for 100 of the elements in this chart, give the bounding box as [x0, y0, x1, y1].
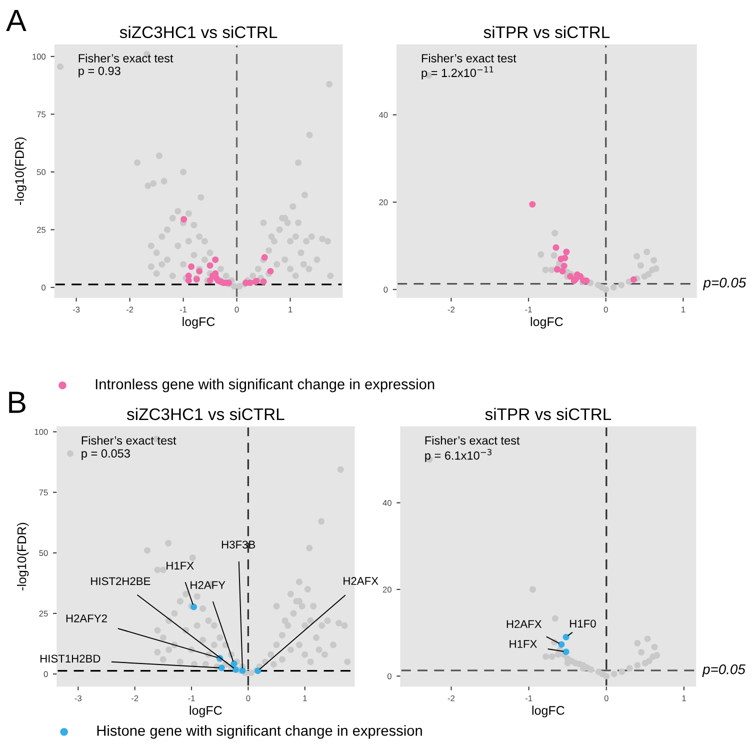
point — [603, 672, 610, 680]
point — [185, 277, 192, 284]
annotation: H1FX — [166, 562, 194, 570]
point — [618, 282, 625, 288]
annotation: H1FX — [510, 640, 537, 648]
y-tick-label: 0 — [42, 284, 46, 291]
point — [630, 276, 637, 283]
point — [645, 270, 652, 278]
x-tick-label: -3 — [72, 306, 80, 312]
point — [558, 641, 565, 648]
annotation: Fisher’s exact test — [82, 436, 176, 445]
point — [563, 248, 570, 256]
legend-label: Intronless gene with significant change in expression — [96, 378, 434, 392]
annotation: H2AFY2 — [66, 614, 107, 622]
y-tick-label: 25 — [37, 226, 46, 233]
x-tick-label: -2 — [131, 695, 138, 702]
point — [654, 652, 660, 659]
point — [552, 244, 560, 251]
point — [644, 248, 650, 256]
x-tick-label: 0 — [604, 306, 608, 312]
text: p=0.05 — [702, 664, 746, 677]
point — [610, 284, 617, 291]
annotation: p = 0.053 — [82, 449, 130, 460]
point — [650, 256, 658, 264]
x-tick-label: -1 — [180, 306, 187, 312]
point — [634, 253, 640, 260]
point — [634, 640, 641, 646]
y-tick-label: 100 — [32, 54, 46, 60]
annotation: p = 6.1x10$^{−3}$ — [425, 448, 492, 462]
point — [560, 262, 568, 270]
point — [538, 251, 544, 258]
point — [555, 651, 562, 658]
annotation: H2AFX — [344, 577, 378, 585]
point — [239, 667, 246, 674]
x-tick-label: 0 — [604, 695, 608, 702]
point — [559, 268, 566, 274]
chart-title: siZC3HC1 vs siCTRL — [126, 408, 284, 420]
point — [552, 230, 558, 236]
point — [529, 201, 536, 208]
point — [232, 666, 239, 673]
annotation: p = 1.2x10$^{−11}$ — [422, 66, 494, 80]
point — [550, 252, 558, 259]
point — [652, 265, 660, 272]
point — [542, 653, 550, 660]
x-tick-label: 0 — [234, 306, 239, 312]
x-tick-label: 1 — [288, 306, 292, 312]
point — [206, 262, 214, 269]
y-tick-label: 75 — [37, 112, 46, 118]
annotation: HIST2H2BE — [91, 577, 150, 586]
text: B — [9, 392, 26, 413]
chart-title: siTPR vs siCTRL — [484, 26, 610, 38]
x-axis-title: logFC — [182, 316, 215, 329]
y-tick-label: 40 — [378, 112, 388, 118]
y-tick-label: 50 — [39, 550, 48, 556]
point — [638, 649, 645, 656]
x-tick-label: -1 — [188, 695, 195, 702]
x-axis-title: logFC — [530, 316, 563, 329]
annotation: H2AFY — [190, 581, 226, 589]
point — [542, 266, 549, 274]
y-tick-label: 100 — [34, 428, 48, 435]
x-tick-label: 0 — [246, 695, 250, 702]
point — [626, 665, 633, 672]
point — [651, 644, 658, 650]
y-tick-label: 50 — [36, 169, 46, 176]
annotation: H1F0 — [570, 620, 596, 628]
y-tick-label: 0 — [384, 286, 388, 293]
x-tick-label: -2 — [448, 695, 455, 702]
text: A — [6, 10, 26, 32]
annotation: Fisher’s exact test — [78, 54, 174, 62]
y-tick-label: 0 — [387, 673, 392, 680]
point — [180, 216, 188, 223]
x-tick-label: 1 — [303, 695, 307, 702]
point — [634, 662, 641, 669]
annotation: HIST1H2BD — [40, 654, 100, 663]
point — [602, 286, 610, 293]
point — [637, 262, 644, 269]
x-tick-label: -1 — [525, 695, 532, 702]
y-tick-label: 75 — [39, 490, 48, 496]
point — [190, 604, 198, 610]
point — [562, 634, 570, 640]
annotation: H2AFX — [506, 620, 542, 628]
x-tick-label: 1 — [682, 695, 686, 702]
x-tick-label: -1 — [525, 306, 532, 312]
point — [552, 615, 558, 622]
point — [618, 668, 626, 676]
y-tick-label: 25 — [39, 610, 48, 617]
x-tick-label: -3 — [74, 695, 82, 702]
point — [196, 268, 203, 275]
point — [567, 273, 574, 280]
y-tick-label: 20 — [379, 199, 388, 206]
x-tick-label: -2 — [126, 306, 134, 312]
y-axis-title: -log10(FDR) — [14, 138, 26, 205]
point — [562, 648, 570, 656]
x-axis-title: logFC — [532, 706, 564, 718]
x-axis-title: logFC — [190, 706, 222, 718]
legend-label: Histone gene with significant change in expression — [97, 725, 422, 739]
point — [260, 278, 267, 285]
point — [218, 664, 225, 672]
point — [562, 254, 568, 262]
point — [610, 670, 618, 678]
